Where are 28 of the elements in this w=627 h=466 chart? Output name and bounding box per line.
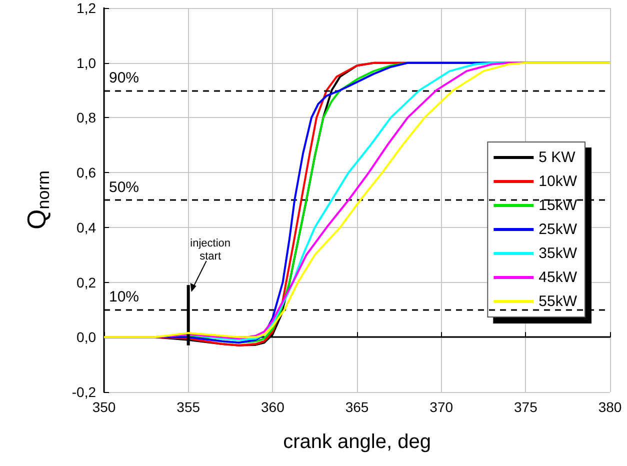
legend-label: 35kW: [538, 245, 578, 262]
y-tick-label: 0,4: [76, 219, 96, 236]
legend-label: 5 KW: [538, 149, 576, 166]
y-tick-label: 0,0: [76, 329, 96, 346]
x-tick-label: 350: [92, 399, 116, 415]
x-tick-label: 365: [345, 399, 369, 415]
y-tick-label: -0,2: [72, 384, 96, 400]
legend-label: 25kW: [538, 221, 578, 238]
x-tick-label: 360: [260, 399, 285, 415]
legend-label: 55kW: [538, 293, 578, 310]
x-tick-label: 375: [514, 399, 538, 415]
y-tick-label: 0,6: [76, 164, 96, 181]
x-tick-label: 355: [176, 399, 200, 415]
ref-line-label: 90%: [109, 69, 140, 86]
y-axis-title: Qnorm: [22, 170, 53, 230]
x-axis-title: crank angle, deg: [283, 431, 431, 453]
x-tick-label: 370: [430, 399, 454, 415]
y-tick-label: 1,0: [76, 54, 96, 71]
legend-label: 15kW: [538, 197, 578, 214]
y-tick-label: 0,8: [76, 110, 96, 126]
annotation: injection start: [190, 238, 231, 263]
y-tick-label: 1,2: [76, 0, 96, 16]
legend-label: 45kW: [538, 269, 578, 286]
x-tick-label: 380: [598, 399, 622, 415]
y-tick-label: 0,2: [76, 274, 96, 290]
ref-line-label: 10%: [109, 288, 140, 306]
ref-line-label: 50%: [109, 179, 140, 196]
legend-label: 10kW: [538, 173, 578, 190]
